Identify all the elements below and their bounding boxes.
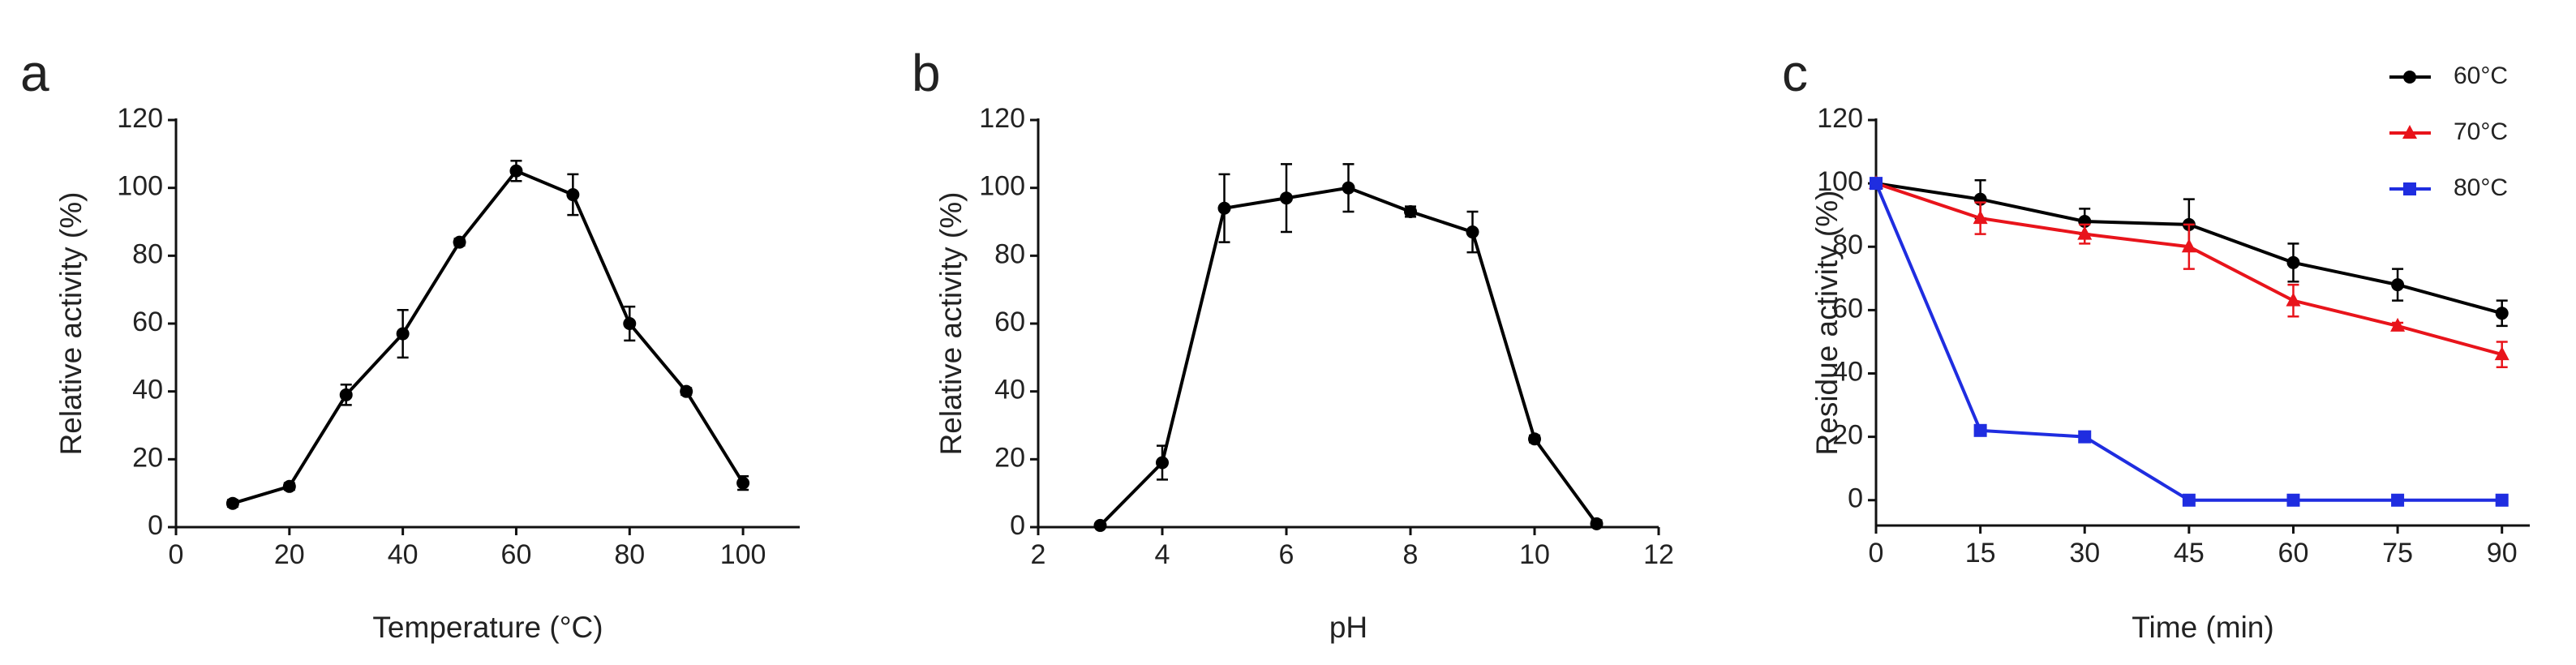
y-tick-label: 0 xyxy=(1848,483,1863,514)
x-tick-label: 12 xyxy=(1643,539,1674,570)
data-point xyxy=(1590,517,1604,530)
x-tick-label: 60 xyxy=(501,539,532,570)
panel-label: b xyxy=(912,44,941,102)
legend-label: 80°C xyxy=(2454,174,2508,201)
x-tick-label: 75 xyxy=(2382,538,2413,568)
x-tick-label: 4 xyxy=(1155,539,1170,570)
y-tick-label: 20 xyxy=(132,442,163,473)
y-tick-label: 60 xyxy=(132,307,163,337)
data-point xyxy=(1156,456,1169,470)
data-point xyxy=(509,164,523,178)
data-point xyxy=(1466,225,1479,239)
data-point xyxy=(2077,225,2093,240)
data-point xyxy=(2391,278,2405,292)
y-tick-label: 100 xyxy=(979,171,1025,202)
data-point xyxy=(2286,493,2300,507)
x-axis-label: Time (min) xyxy=(2132,611,2273,644)
y-tick-label: 120 xyxy=(117,103,163,134)
data-point xyxy=(2495,307,2509,320)
y-tick-label: 40 xyxy=(132,375,163,405)
x-tick-label: 0 xyxy=(169,539,184,570)
data-point xyxy=(282,479,296,493)
x-axis-label: Temperature (°C) xyxy=(372,611,603,644)
y-axis-label: Relative activity (%) xyxy=(54,192,88,456)
data-point xyxy=(2494,346,2509,361)
x-axis-label: pH xyxy=(1329,611,1367,644)
y-tick-label: 0 xyxy=(148,510,163,541)
x-tick-label: 10 xyxy=(1519,539,1550,570)
y-tick-label: 0 xyxy=(1010,510,1025,541)
data-point xyxy=(1870,177,1883,191)
y-tick-label: 60 xyxy=(994,307,1025,337)
data-point xyxy=(2391,493,2405,507)
data-point xyxy=(566,188,580,202)
y-tick-label: 100 xyxy=(117,171,163,202)
legend-label: 60°C xyxy=(2454,62,2508,89)
data-point xyxy=(1093,518,1107,532)
y-tick-label: 120 xyxy=(1817,103,1863,134)
x-tick-label: 20 xyxy=(274,539,305,570)
data-point xyxy=(225,496,239,510)
x-tick-label: 0 xyxy=(1869,538,1884,568)
legend-label: 70°C xyxy=(2454,118,2508,145)
data-line xyxy=(1099,186,1599,527)
x-tick-label: 6 xyxy=(1279,539,1294,570)
data-point xyxy=(453,235,466,249)
y-tick-label: 20 xyxy=(1832,420,1863,451)
data-point xyxy=(1342,181,1355,195)
y-tick-label: 40 xyxy=(1832,356,1863,387)
x-tick-label: 8 xyxy=(1403,539,1419,570)
x-tick-label: 30 xyxy=(2069,538,2100,568)
y-tick-label: 20 xyxy=(994,442,1025,473)
data-point xyxy=(1973,423,1987,437)
data-point xyxy=(1528,432,1541,446)
data-point xyxy=(339,388,353,401)
panel-label: c xyxy=(1782,44,1808,102)
data-point xyxy=(2286,255,2300,269)
x-tick-label: 2 xyxy=(1031,539,1046,570)
y-axis-label: Residue activity (%) xyxy=(1810,191,1844,456)
data-point xyxy=(1280,191,1293,205)
data-point xyxy=(1404,204,1417,218)
y-axis-label: Relative activity (%) xyxy=(934,192,968,456)
legend-marker xyxy=(2403,71,2416,84)
x-tick-label: 40 xyxy=(388,539,419,570)
data-point xyxy=(2390,317,2406,332)
x-tick-label: 15 xyxy=(1965,538,1996,568)
data-point xyxy=(396,327,410,341)
y-tick-label: 80 xyxy=(132,238,163,269)
data-point xyxy=(2182,493,2196,507)
x-tick-label: 100 xyxy=(720,539,766,570)
y-tick-label: 40 xyxy=(994,375,1025,405)
data-point xyxy=(623,317,637,330)
panel-label: a xyxy=(20,44,49,102)
data-point xyxy=(736,476,750,490)
data-point xyxy=(2181,238,2196,253)
x-tick-label: 60 xyxy=(2278,538,2309,568)
data-point xyxy=(2495,493,2509,507)
y-tick-label: 120 xyxy=(979,103,1025,134)
y-tick-label: 100 xyxy=(1817,166,1863,197)
x-tick-label: 90 xyxy=(2487,538,2518,568)
data-point xyxy=(2286,292,2301,307)
x-tick-label: 45 xyxy=(2174,538,2205,568)
legend-marker xyxy=(2403,182,2416,195)
y-tick-label: 80 xyxy=(1832,230,1863,260)
y-tick-label: 60 xyxy=(1832,293,1863,324)
data-line xyxy=(232,169,745,505)
y-tick-label: 80 xyxy=(994,238,1025,269)
data-point xyxy=(1973,210,1988,225)
data-point xyxy=(2078,430,2092,444)
legend-marker xyxy=(2402,125,2417,139)
data-point xyxy=(680,384,693,398)
x-tick-label: 80 xyxy=(614,539,645,570)
data-point xyxy=(1217,201,1231,215)
